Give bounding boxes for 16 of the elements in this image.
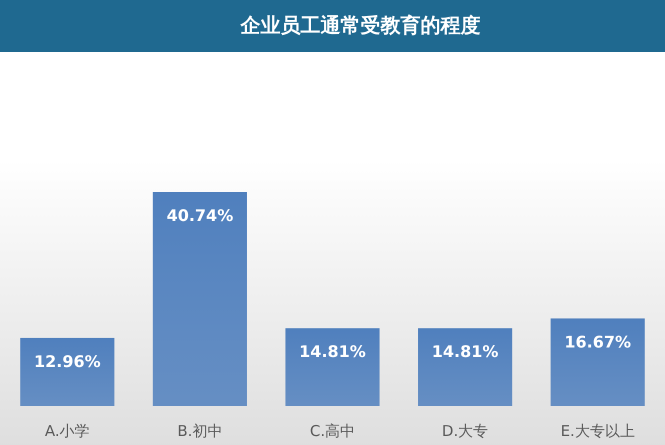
bar: [418, 328, 512, 406]
bar: [285, 328, 380, 406]
bar: [152, 192, 247, 406]
data-label: 14.81%: [299, 342, 366, 362]
x-tick-label: B.初中: [177, 422, 222, 440]
chart-title: 企业员工通常受教育的程度: [240, 13, 480, 37]
x-tick-label: D.大专: [442, 422, 488, 440]
data-label: 16.67%: [564, 332, 632, 352]
data-label: 40.74%: [166, 206, 234, 225]
data-label: 12.96%: [34, 352, 101, 371]
bar: [550, 318, 645, 406]
data-label: 14.81%: [432, 342, 498, 362]
x-tick-label: E.大专以上: [560, 422, 635, 440]
x-tick-label: A.小学: [44, 422, 90, 440]
bar: [20, 338, 114, 406]
x-tick-label: C.高中: [310, 422, 356, 440]
